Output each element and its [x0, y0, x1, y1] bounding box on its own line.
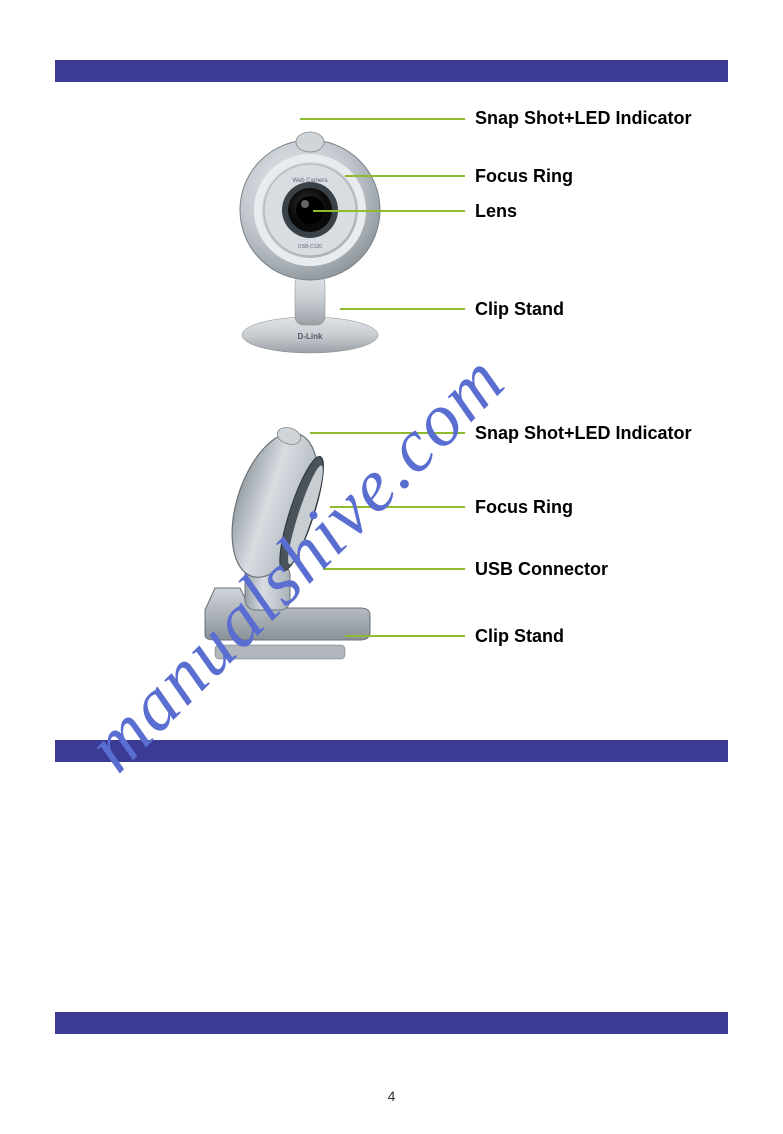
callout-line-lens — [313, 210, 465, 212]
callout-label-focus: Focus Ring — [475, 497, 573, 518]
callout-label-snapshot: Snap Shot+LED Indicator — [475, 423, 692, 444]
callout-line-clip — [345, 635, 465, 637]
callout-line-snapshot — [300, 118, 465, 120]
callout-line-focus — [330, 506, 465, 508]
callout-line-snapshot — [310, 432, 465, 434]
webcam-side-illustration — [195, 410, 395, 690]
callout-line-focus — [345, 175, 465, 177]
callout-line-clip — [340, 308, 465, 310]
section-divider-bottom — [55, 1012, 728, 1034]
diagram-side-view: Snap Shot+LED Indicator Focus Ring USB Con… — [195, 410, 708, 710]
section-divider-mid — [55, 740, 728, 762]
callout-label-clip: Clip Stand — [475, 626, 564, 647]
section-divider-top — [55, 60, 728, 82]
diagram-front-view: D-Link Web Camera DSB-C120 Snap Shot+ — [195, 90, 708, 380]
callout-label-lens: Lens — [475, 201, 517, 222]
svg-text:D-Link: D-Link — [298, 332, 323, 341]
page-number: 4 — [388, 1088, 396, 1104]
webcam-front-illustration: D-Link Web Camera DSB-C120 — [235, 110, 415, 370]
callout-label-clip: Clip Stand — [475, 299, 564, 320]
callout-line-usb — [323, 568, 465, 570]
svg-text:DSB-C120: DSB-C120 — [298, 244, 322, 250]
callout-label-focus: Focus Ring — [475, 166, 573, 187]
callout-label-usb: USB Connector — [475, 559, 608, 580]
callout-label-snapshot: Snap Shot+LED Indicator — [475, 108, 692, 129]
